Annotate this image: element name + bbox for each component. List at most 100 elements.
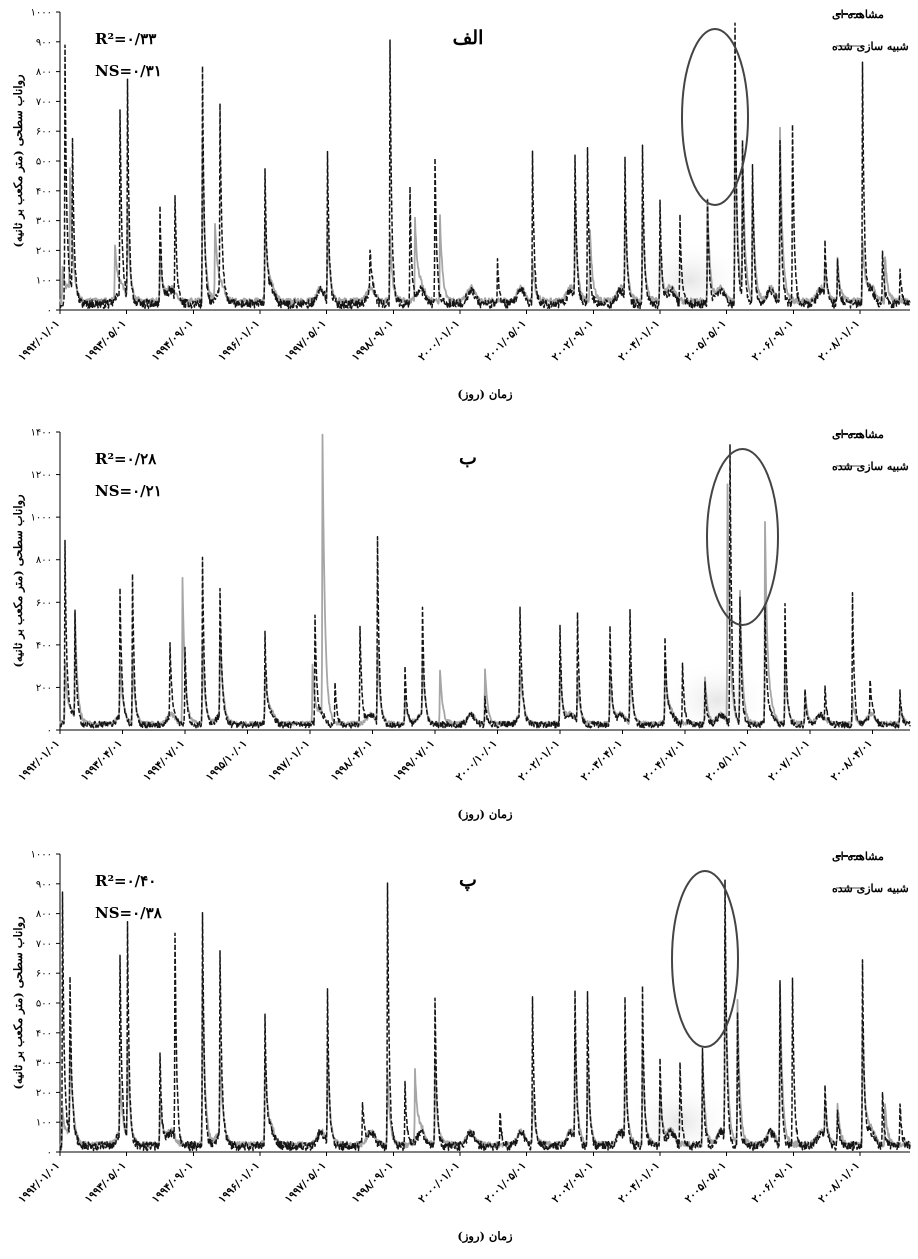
y-tick-label: ۱۰۰۰ <box>31 513 52 524</box>
legend-label-observed: مشاهده ای <box>832 8 884 21</box>
y-tick-label: ۱۰۰ <box>36 1118 52 1129</box>
x-tick-label: ۲۰۰۳/۰۴/۰۱ <box>579 738 625 784</box>
y-tick-label: ۴۰۰ <box>36 640 52 651</box>
x-tick-label: ۱۹۹۶/۰۱/۰۱ <box>216 1160 262 1206</box>
y-tick-label: ۶۰۰ <box>36 127 52 138</box>
ns-statistic: NS=۰/۲۱ <box>95 482 162 500</box>
x-tick-label: ۱۹۹۴/۰۹/۰۱ <box>150 1160 196 1206</box>
y-tick-label: ۶۰۰ <box>36 969 52 980</box>
x-tick-label: ۲۰۰۱/۰۵/۰۱ <box>483 318 529 364</box>
chart-panel-alef: ۰ ۱۰۰ ۲۰۰ ۳۰۰ ۴۰۰ ۵۰۰ ۶۰۰ ۷۰۰ ۸۰۰ ۹۰۰ ۱۰۰۰ ۱۹۹۲/۰۱/… <box>11 8 911 402</box>
x-tick-label: ۱۹۹۶/۰۱/۰۱ <box>216 318 262 364</box>
y-tick-label: ۲۰۰ <box>36 246 52 257</box>
x-tick-label: ۱۹۹۲/۰۱/۰۱ <box>16 1160 62 1206</box>
x-tick-label: ۱۹۹۴/۰۷/۰۱ <box>141 738 187 784</box>
x-tick-label: ۱۹۹۲/۰۱/۰۱ <box>16 738 62 784</box>
x-tick-label: ۲۰۰۸/۰۴/۰۱ <box>829 738 875 784</box>
y-tick-label: ۰ <box>47 306 52 317</box>
y-tick-label: ۷۰۰ <box>36 939 52 950</box>
x-tick-label: ۱۹۹۳/۰۴/۰۱ <box>79 738 125 784</box>
x-tick-label: ۲۰۰۲/۰۹/۰۱ <box>550 1160 596 1206</box>
y-tick-label: ۸۰۰ <box>36 909 52 920</box>
y-tick-label: ۱۲۰۰ <box>31 470 52 481</box>
highlight-ellipse <box>671 870 739 1048</box>
y-tick-label: ۶۰۰ <box>36 598 52 609</box>
ns-statistic: NS=۰/۳۸ <box>95 904 163 922</box>
x-tick-label: ۲۰۰۴/۰۱/۰۱ <box>616 318 662 364</box>
series-simulated-line <box>59 114 911 305</box>
x-tick-label: ۲۰۰۲/۰۱/۰۱ <box>516 738 562 784</box>
x-tick-label: ۱۹۹۹/۰۷/۰۱ <box>391 738 437 784</box>
highlight-ellipse <box>681 28 749 206</box>
y-tick-label: ۳۰۰ <box>36 216 52 227</box>
series-simulated-line <box>59 433 911 727</box>
y-tick-label: ۰ <box>47 1148 52 1159</box>
panel-label: الف <box>453 27 484 49</box>
baseline-glow <box>662 660 773 740</box>
y-axis-title: رواناب سطحی (متر مکعب بر ثانیه) <box>11 74 26 248</box>
x-axis-title: زمان (روز) <box>457 387 513 402</box>
y-axis-title: رواناب سطحی (متر مکعب بر ثانیه) <box>11 494 26 668</box>
x-tick-label: ۲۰۰۵/۰۵/۰۱ <box>683 1160 729 1206</box>
x-tick-label: ۱۹۹۴/۰۹/۰۱ <box>150 318 196 364</box>
y-tick-label: ۵۰۰ <box>36 999 52 1010</box>
baseline-glow <box>635 240 745 320</box>
legend-label-simulated: شبیه سازی شده <box>832 460 909 473</box>
x-tick-label: ۲۰۰۲/۰۹/۰۱ <box>550 318 596 364</box>
x-tick-label: ۲۰۰۵/۱۰/۰۱ <box>704 738 750 784</box>
ns-statistic: NS=۰/۳۱ <box>95 62 162 80</box>
x-tick-label: ۱۹۹۳/۰۵/۰۱ <box>83 318 129 364</box>
y-tick-label: ۲۰۰ <box>36 1088 52 1099</box>
x-tick-label: ۲۰۰۰/۰۱/۰۱ <box>416 1160 462 1206</box>
x-tick-label: ۲۰۰۰/۱۰/۰۱ <box>454 738 500 784</box>
series-observed-line <box>59 444 911 729</box>
x-tick-label: ۱۹۹۸/۰۴/۰۱ <box>329 738 375 784</box>
x-tick-label: ۱۹۹۲/۰۱/۰۱ <box>16 318 62 364</box>
panel-label: پ <box>459 869 477 891</box>
y-tick-label: ۰ <box>47 726 52 737</box>
x-tick-label: ۱۹۹۸/۰۹/۰۱ <box>350 318 396 364</box>
x-tick-label: ۲۰۰۸/۰۱/۰۱ <box>816 1160 862 1206</box>
r2-statistic: R²=۰/۳۳ <box>95 30 156 48</box>
x-tick-label: ۱۹۹۳/۰۵/۰۱ <box>83 1160 129 1206</box>
x-tick-label: ۲۰۰۵/۰۵/۰۱ <box>683 318 729 364</box>
x-tick-label: ۲۰۰۴/۰۷/۰۱ <box>641 738 687 784</box>
x-tick-label: ۱۹۹۷/۰۱/۰۱ <box>266 738 312 784</box>
y-tick-label: ۸۰۰ <box>36 67 52 78</box>
x-tick-label: ۱۹۹۷/۰۵/۰۱ <box>283 1160 329 1206</box>
panel-label: ب <box>459 447 477 469</box>
x-tick-label: ۲۰۰۶/۰۹/۰۱ <box>750 318 796 364</box>
x-tick-label: ۲۰۰۸/۰۱/۰۱ <box>816 318 862 364</box>
x-tick-label: ۲۰۰۱/۰۵/۰۱ <box>483 1160 529 1206</box>
y-tick-label: ۵۰۰ <box>36 157 52 168</box>
x-tick-label: ۲۰۰۷/۰۱/۰۱ <box>766 738 812 784</box>
y-tick-label: ۹۰۰ <box>36 37 52 48</box>
y-tick-label: ۲۰۰ <box>36 683 52 694</box>
x-tick-label: ۲۰۰۴/۰۱/۰۱ <box>616 1160 662 1206</box>
r2-statistic: R²=۰/۲۸ <box>95 450 157 468</box>
y-axis-title: رواناب سطحی (متر مکعب بر ثانیه) <box>11 916 26 1090</box>
series-observed-line <box>59 879 911 1152</box>
legend-label-observed: مشاهده ای <box>832 428 884 441</box>
x-axis-title: زمان (روز) <box>457 807 513 822</box>
series-observed-line <box>59 22 911 310</box>
y-tick-label: ۷۰۰ <box>36 97 52 108</box>
legend-label-simulated: شبیه سازی شده <box>832 40 909 53</box>
y-tick-label: ۱۴۰۰ <box>31 428 52 439</box>
x-tick-label: ۱۹۹۷/۰۵/۰۱ <box>283 318 329 364</box>
x-tick-label: ۲۰۰۶/۰۹/۰۱ <box>750 1160 796 1206</box>
y-tick-label: ۱۰۰ <box>36 276 52 287</box>
x-tick-label: ۱۹۹۸/۰۹/۰۱ <box>350 1160 396 1206</box>
x-axis-title: زمان (روز) <box>457 1229 513 1244</box>
y-tick-label: ۳۰۰ <box>36 1058 52 1069</box>
r2-statistic: R²=۰/۴۰ <box>95 872 156 890</box>
y-tick-label: ۸۰۰ <box>36 555 52 566</box>
y-tick-label: ۴۰۰ <box>36 1028 52 1039</box>
y-tick-label: ۱۰۰۰ <box>31 850 52 861</box>
highlight-ellipse <box>706 448 779 626</box>
x-tick-label: ۱۹۹۵/۱۰/۰۱ <box>204 738 250 784</box>
chart-panel-be: ۰ ۲۰۰ ۴۰۰ ۶۰۰ ۸۰۰ ۱۰۰۰ ۱۲۰۰ ۱۴۰۰ ۱۹۹۲/۰۱/۰۱ ۱۹۹۳/… <box>11 428 911 822</box>
legend-label-simulated: شبیه سازی شده <box>832 882 909 895</box>
x-tick-label: ۲۰۰۰/۰۱/۰۱ <box>416 318 462 364</box>
chart-panel-pe: ۰ ۱۰۰ ۲۰۰ ۳۰۰ ۴۰۰ ۵۰۰ ۶۰۰ ۷۰۰ ۸۰۰ ۹۰۰ ۱۰۰۰ ۱۹۹۲/۰۱/… <box>11 850 911 1244</box>
